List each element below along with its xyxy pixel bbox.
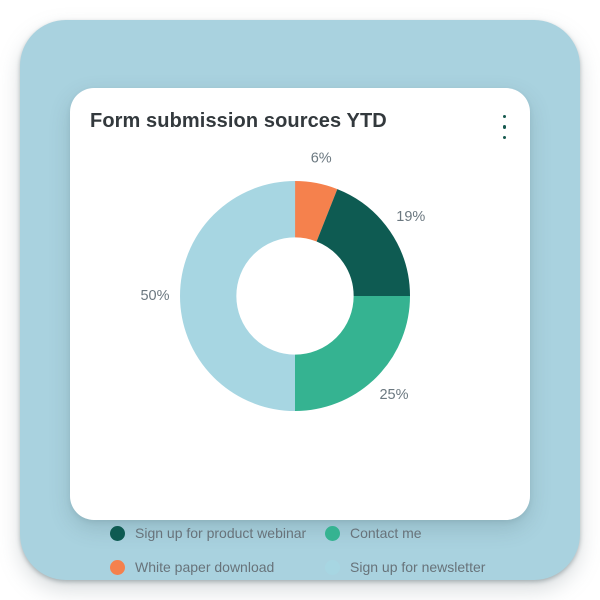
legend-item[interactable]: Contact me — [325, 525, 506, 541]
donut-segment-3[interactable] — [180, 181, 410, 411]
slice-percentage-label: 6% — [311, 152, 332, 166]
legend-item[interactable]: Sign up for product webinar — [110, 525, 325, 541]
legend-label: Sign up for newsletter — [350, 559, 486, 575]
card-title: Form submission sources YTD — [90, 110, 387, 132]
slice-percentage-label: 19% — [396, 209, 425, 225]
donut-chart: 6% 19% 25% 50% — [140, 152, 425, 411]
legend-label: White paper download — [135, 559, 275, 575]
card-menu-button[interactable] — [495, 111, 514, 143]
legend-swatch — [325, 559, 340, 575]
legend-item[interactable]: White paper download — [110, 559, 325, 575]
legend-swatch — [110, 559, 125, 575]
kebab-menu-icon — [502, 115, 506, 140]
chart-card: Form submission sources YTD 6% 19% 25% 50% … — [70, 88, 530, 575]
legend: Sign up for product webinar Contact me Whi… — [110, 525, 506, 575]
slice-percentage-label: 25% — [379, 387, 408, 403]
legend-label: Sign up for product webinar — [135, 525, 307, 541]
legend-swatch — [110, 525, 125, 541]
card-header: Form submission sources YTD — [90, 110, 514, 143]
legend-swatch — [325, 525, 340, 541]
legend-label: Contact me — [350, 525, 422, 541]
legend-item[interactable]: Sign up for newsletter — [325, 559, 506, 575]
slice-percentage-label: 50% — [140, 288, 169, 304]
